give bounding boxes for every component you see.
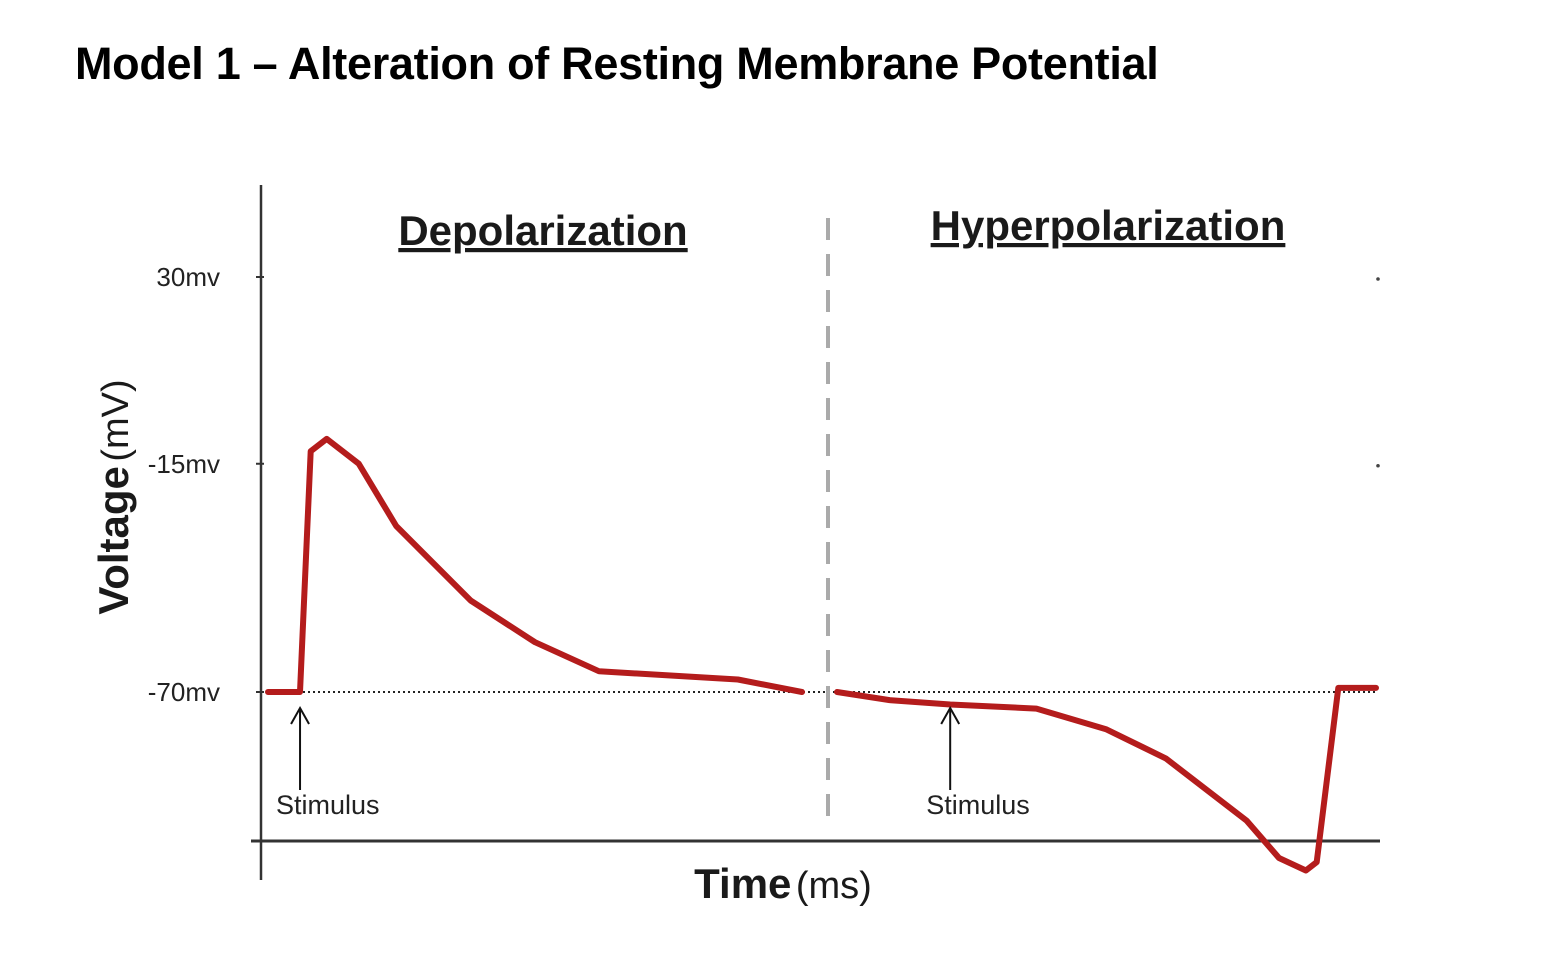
y-axis-label-bold: Voltage (90, 466, 137, 615)
stimulus-label-0: Stimulus (276, 790, 380, 820)
trace-hyperpolarization (834, 684, 1379, 874)
y-tick-label-0: 30mv (156, 262, 220, 292)
x-axis-label-unit: (ms) (796, 865, 872, 907)
y-axis-label-unit: (mV) (95, 379, 137, 461)
x-axis-label-bold: Time (694, 860, 791, 907)
x-axis-label: Time (ms) (694, 860, 872, 907)
panel-title-depolarization: Depolarization (398, 207, 687, 254)
stimulus-arrow-head-1 (940, 705, 961, 725)
stimulus-markers: Stimulus Stimulus (276, 705, 1030, 820)
stimulus-arrow-head-0 (290, 705, 310, 725)
right-tick-dot-0 (1376, 277, 1380, 281)
traces (265, 435, 1379, 874)
y-tick-label-1: -15mv (148, 449, 220, 479)
trace-depolarization (265, 435, 805, 695)
stimulus-label-1: Stimulus (926, 790, 1030, 820)
panel-title-hyperpolarization: Hyperpolarization (931, 202, 1286, 249)
y-tick-label-2: -70mv (148, 677, 220, 707)
page-title: Model 1 – Alteration of Resting Membrane… (75, 38, 1159, 89)
y-ticks: 30mv -15mv -70mv (148, 262, 1380, 707)
right-tick-dot-1 (1376, 463, 1380, 468)
y-axis-label: Voltage (mV) (90, 379, 137, 614)
